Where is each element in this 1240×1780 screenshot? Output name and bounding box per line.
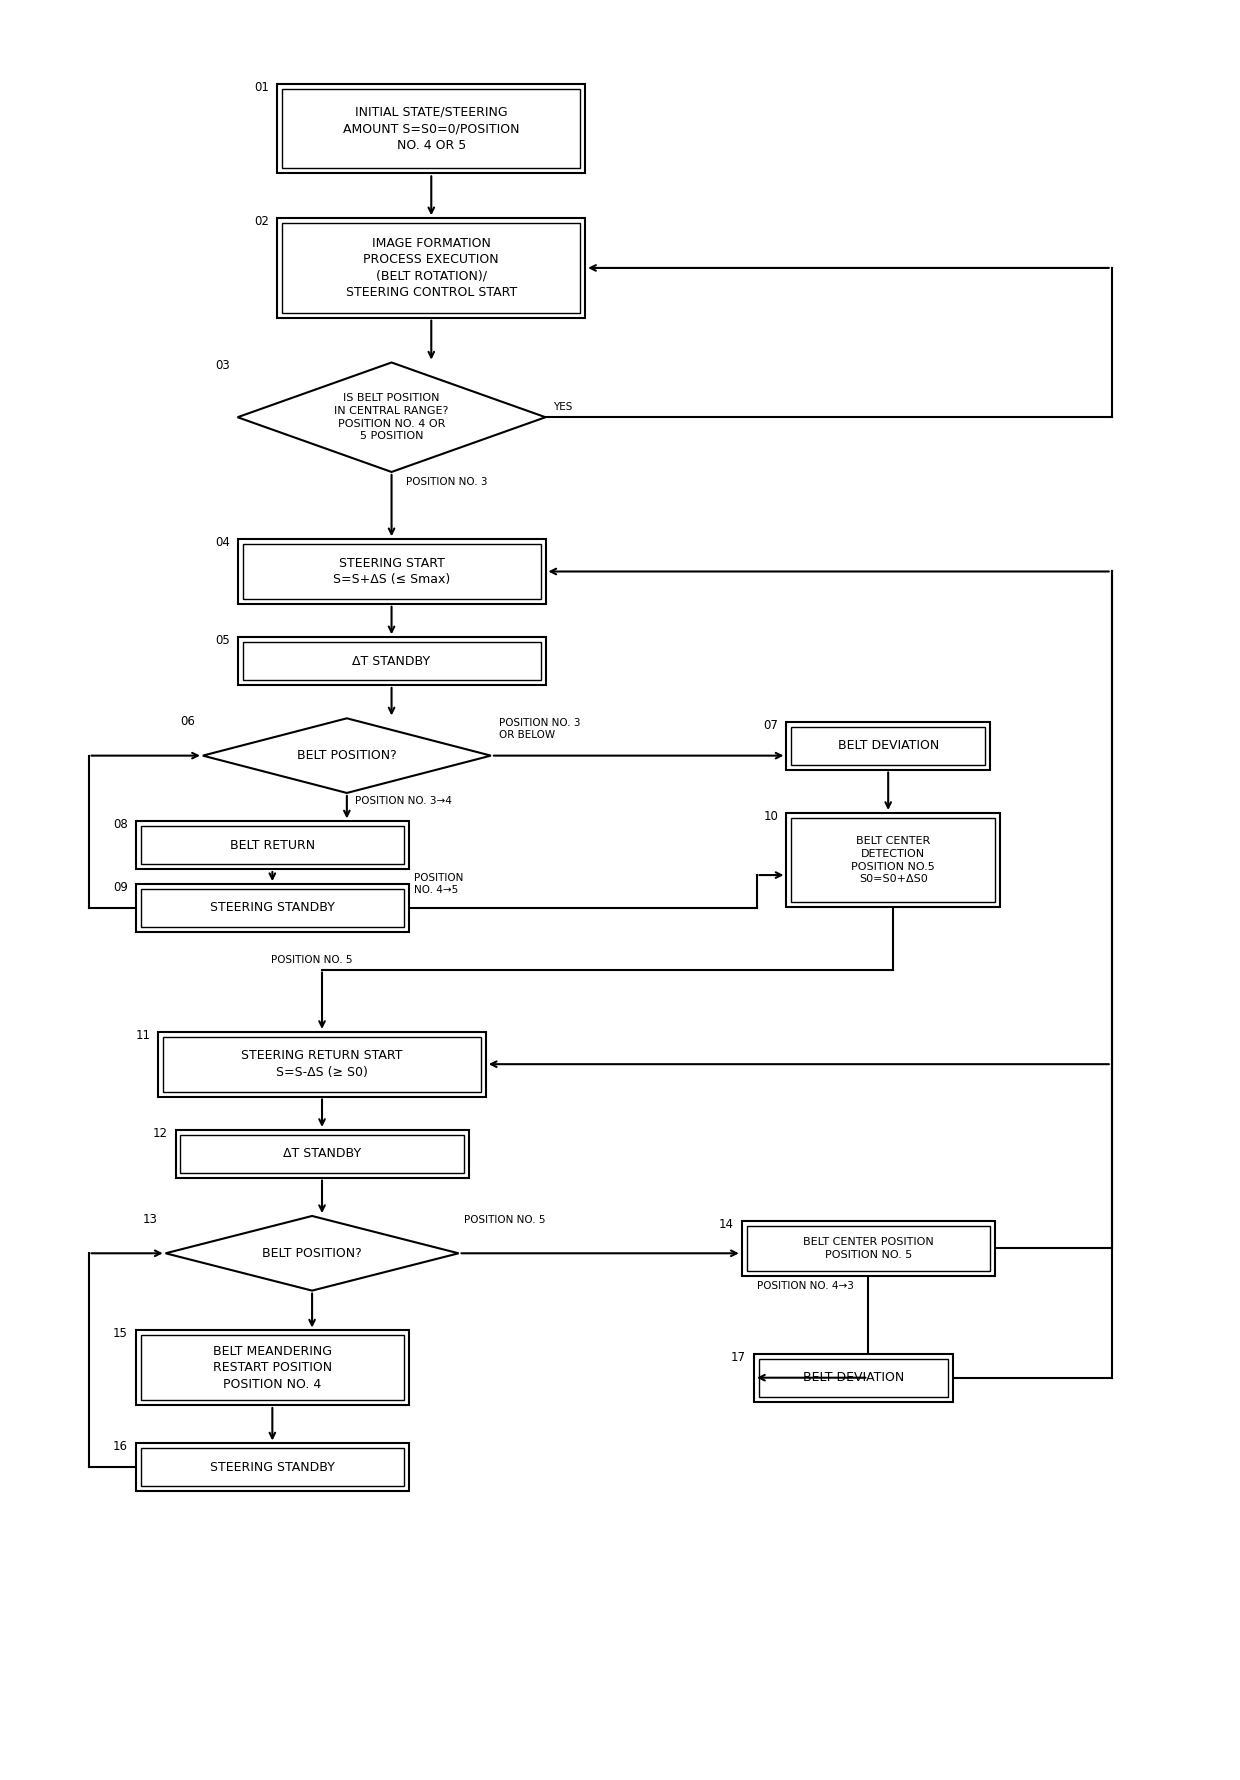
Bar xyxy=(238,637,546,685)
Text: STEERING RETURN START
S=S-ΔS (≥ S0): STEERING RETURN START S=S-ΔS (≥ S0) xyxy=(242,1050,403,1079)
Text: BELT POSITION?: BELT POSITION? xyxy=(296,749,397,762)
Bar xyxy=(791,726,985,765)
Text: POSITION
NO. 4→5: POSITION NO. 4→5 xyxy=(414,872,464,895)
Text: IS BELT POSITION
IN CENTRAL RANGE?
POSITION NO. 4 OR
5 POSITION: IS BELT POSITION IN CENTRAL RANGE? POSIT… xyxy=(335,393,449,441)
Bar xyxy=(135,885,409,931)
Text: BELT DEVIATION: BELT DEVIATION xyxy=(837,739,939,753)
Bar xyxy=(786,813,999,908)
Text: ΔT STANDBY: ΔT STANDBY xyxy=(352,655,430,668)
Bar xyxy=(243,643,541,680)
Text: 07: 07 xyxy=(764,719,779,732)
Bar xyxy=(164,1036,481,1091)
Text: 11: 11 xyxy=(135,1029,150,1041)
Text: 17: 17 xyxy=(732,1351,746,1363)
Polygon shape xyxy=(238,363,546,472)
Text: STEERING STANDBY: STEERING STANDBY xyxy=(210,1461,335,1474)
Bar xyxy=(135,1444,409,1492)
Text: 04: 04 xyxy=(215,536,229,550)
Text: BELT CENTER
DETECTION
POSITION NO.5
S0=S0+ΔS0: BELT CENTER DETECTION POSITION NO.5 S0=S… xyxy=(852,837,935,885)
Text: POSITION NO. 3: POSITION NO. 3 xyxy=(407,477,489,488)
Bar xyxy=(283,222,580,313)
Text: 13: 13 xyxy=(143,1212,157,1226)
Text: 12: 12 xyxy=(153,1127,167,1139)
Text: 02: 02 xyxy=(254,215,269,228)
Text: 14: 14 xyxy=(719,1218,734,1232)
Text: 15: 15 xyxy=(113,1328,128,1340)
Text: 01: 01 xyxy=(254,80,269,94)
Bar xyxy=(238,539,546,603)
Text: STEERING STANDBY: STEERING STANDBY xyxy=(210,901,335,915)
Text: INITIAL STATE/STEERING
AMOUNT S=S0=0/POSITION
NO. 4 OR 5: INITIAL STATE/STEERING AMOUNT S=S0=0/POS… xyxy=(343,105,520,151)
Text: STEERING START
S=S+ΔS (≤ Smax): STEERING START S=S+ΔS (≤ Smax) xyxy=(332,557,450,586)
Text: 09: 09 xyxy=(113,881,128,894)
Bar xyxy=(141,1335,404,1401)
Bar xyxy=(754,1355,952,1401)
Text: POSITION NO. 4→3: POSITION NO. 4→3 xyxy=(756,1280,853,1290)
Polygon shape xyxy=(166,1216,459,1290)
Text: BELT MEANDERING
RESTART POSITION
POSITION NO. 4: BELT MEANDERING RESTART POSITION POSITIO… xyxy=(213,1344,332,1390)
Bar xyxy=(141,888,404,927)
Bar xyxy=(176,1130,469,1178)
Text: BELT POSITION?: BELT POSITION? xyxy=(262,1246,362,1260)
Bar xyxy=(283,89,580,169)
Text: YES: YES xyxy=(553,402,573,413)
Text: 16: 16 xyxy=(113,1440,128,1454)
Text: 08: 08 xyxy=(113,819,128,831)
Bar xyxy=(159,1032,486,1096)
Text: POSITION NO. 3
OR BELOW: POSITION NO. 3 OR BELOW xyxy=(498,717,580,740)
Text: POSITION NO. 3→4: POSITION NO. 3→4 xyxy=(355,796,451,806)
Text: BELT DEVIATION: BELT DEVIATION xyxy=(802,1371,904,1385)
Text: BELT CENTER POSITION
POSITION NO. 5: BELT CENTER POSITION POSITION NO. 5 xyxy=(804,1237,934,1260)
Bar xyxy=(791,817,994,902)
Bar xyxy=(243,545,541,598)
Bar xyxy=(278,219,585,317)
Text: IMAGE FORMATION
PROCESS EXECUTION
(BELT ROTATION)/
STEERING CONTROL START: IMAGE FORMATION PROCESS EXECUTION (BELT … xyxy=(346,237,517,299)
Bar xyxy=(181,1136,464,1173)
Text: BELT RETURN: BELT RETURN xyxy=(229,838,315,851)
Bar xyxy=(746,1226,990,1271)
Text: 10: 10 xyxy=(764,810,779,822)
Text: POSITION NO. 5: POSITION NO. 5 xyxy=(272,954,353,965)
Text: 05: 05 xyxy=(215,634,229,648)
Polygon shape xyxy=(203,719,491,792)
Text: 06: 06 xyxy=(180,716,195,728)
Bar xyxy=(135,1330,409,1404)
Bar xyxy=(141,1449,404,1486)
Text: 03: 03 xyxy=(215,360,229,372)
Bar xyxy=(278,84,585,173)
Text: ΔT STANDBY: ΔT STANDBY xyxy=(283,1148,361,1161)
Bar xyxy=(135,821,409,869)
Bar xyxy=(141,826,404,863)
Bar xyxy=(742,1221,994,1276)
Bar xyxy=(759,1358,947,1397)
Bar xyxy=(786,723,990,769)
Text: POSITION NO. 5: POSITION NO. 5 xyxy=(464,1216,546,1225)
